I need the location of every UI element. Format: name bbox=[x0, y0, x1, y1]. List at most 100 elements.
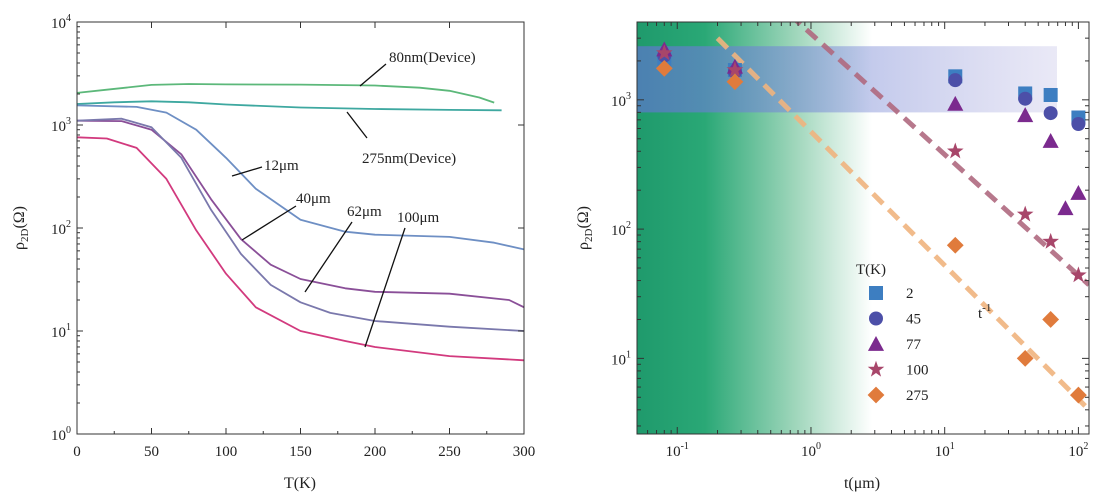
right-y-tick-label-base: 10 bbox=[611, 223, 626, 239]
annotation-62um: 62μm bbox=[347, 204, 382, 220]
annotation-leader-275nm bbox=[346, 111, 368, 139]
marker-diamond-T275 bbox=[946, 236, 964, 254]
marker-diamond-T275 bbox=[655, 60, 673, 77]
marker-star-T100 bbox=[656, 44, 673, 61]
series-line-40μm bbox=[77, 119, 524, 309]
annotation-leader-62um bbox=[304, 221, 353, 293]
legend-marker-circle bbox=[869, 311, 883, 326]
marker-star-T100 bbox=[1016, 205, 1034, 222]
series-line-12μm bbox=[77, 104, 524, 251]
guide-label: t-1 bbox=[978, 302, 991, 322]
left-annotations bbox=[231, 63, 406, 348]
left-y-tick-label-exp: 2 bbox=[66, 219, 71, 230]
right-y-tick-label: 101 bbox=[611, 349, 631, 368]
right-y-tick-label-base: 10 bbox=[611, 352, 626, 368]
marker-diamond-T275 bbox=[1016, 349, 1034, 367]
left-y-tick-label-base: 10 bbox=[51, 325, 66, 341]
right-legend: T(K) 2 45 77 100 275 bbox=[856, 262, 929, 404]
right-x-tick-label-exp: -1 bbox=[681, 441, 689, 452]
marker-triangle-T77 bbox=[1057, 200, 1074, 216]
series-line-62μm bbox=[77, 117, 524, 332]
right-x-tick-label: 100 bbox=[801, 441, 821, 460]
guide-line-1 bbox=[794, 22, 1089, 287]
left-series-group bbox=[77, 83, 524, 362]
marker-triangle-T77 bbox=[1042, 132, 1059, 148]
annotation-leader-12um bbox=[231, 166, 263, 177]
right-y-tick-label: 102 bbox=[611, 220, 631, 239]
annotation-40um: 40μm bbox=[296, 191, 331, 207]
left-y-tick-label-base: 10 bbox=[51, 119, 66, 135]
annotation-12um: 12μm bbox=[264, 158, 299, 174]
marker-circle-T45 bbox=[1018, 91, 1033, 106]
annotation-leader-80nm bbox=[359, 63, 387, 87]
left-y-tick-label: 103 bbox=[51, 116, 71, 135]
left-y-tick-label-base: 10 bbox=[51, 428, 66, 444]
series-line-100μm bbox=[77, 136, 524, 362]
left-y-tick-label-exp: 1 bbox=[66, 322, 71, 333]
left-y-tick-label-base: 10 bbox=[51, 222, 66, 238]
legend-marker-triangle bbox=[867, 335, 885, 351]
left-x-axis: 0 50 100 150 200 250 300 bbox=[73, 22, 535, 460]
legend-label-2: 2 bbox=[906, 286, 914, 302]
right-y-tick-label-exp: 1 bbox=[626, 349, 631, 360]
right-x-axis-title: t(μm) bbox=[844, 475, 880, 492]
series-line-275nm-device- bbox=[77, 100, 502, 112]
annotation-100um: 100μm bbox=[397, 210, 440, 226]
right-x-tick-label: 101 bbox=[935, 441, 955, 460]
right-x-tick-label-exp: 2 bbox=[1083, 441, 1088, 452]
marker-diamond-T275 bbox=[1070, 386, 1087, 404]
marker-triangle-T77 bbox=[947, 95, 964, 111]
guide-label-exp: -1 bbox=[982, 302, 991, 314]
legend-label-275: 275 bbox=[906, 388, 929, 404]
marker-circle-T45 bbox=[1043, 106, 1058, 121]
annotation-leader-100um bbox=[364, 227, 406, 348]
marker-circle-T45 bbox=[948, 73, 963, 88]
right-y-tick-label: 103 bbox=[611, 91, 631, 110]
series-line-80nm-device- bbox=[77, 83, 495, 104]
right-x-tick-label-exp: 1 bbox=[950, 441, 955, 452]
marker-circle-T45 bbox=[1071, 117, 1086, 132]
legend-label-77: 77 bbox=[906, 337, 922, 353]
marker-diamond-T275 bbox=[1042, 311, 1060, 328]
right-x-tick-label-base: 10 bbox=[1068, 444, 1083, 460]
marker-star-T100 bbox=[726, 61, 744, 78]
right-x-tick-label: 10-1 bbox=[666, 441, 689, 460]
marker-star-T100 bbox=[947, 142, 964, 159]
marker-triangle-T77 bbox=[1017, 107, 1034, 123]
right-x-tick-label-base: 10 bbox=[935, 444, 950, 460]
legend-marker-square bbox=[869, 286, 883, 300]
left-y-axis-title: ρ2D(Ω) bbox=[11, 206, 31, 250]
right-y-tick-label-exp: 2 bbox=[626, 220, 631, 231]
legend-label-100: 100 bbox=[906, 363, 929, 379]
right-shaded-band bbox=[637, 46, 1057, 113]
marker-square-T2 bbox=[1043, 87, 1058, 102]
legend-title: T(K) bbox=[856, 262, 886, 278]
left-x-tick-label: 300 bbox=[513, 444, 536, 460]
right-x-tick-label-exp: 0 bbox=[816, 441, 821, 452]
right-x-tick-label-base: 10 bbox=[666, 444, 681, 460]
guide-label-base: t bbox=[978, 306, 983, 322]
legend-label-45: 45 bbox=[906, 312, 921, 328]
left-y-tick-label: 100 bbox=[51, 425, 71, 444]
left-y-tick-label-exp: 0 bbox=[66, 425, 71, 436]
legend-marker-star bbox=[867, 360, 885, 377]
marker-star-T100 bbox=[1070, 266, 1087, 283]
left-y-tick-label: 102 bbox=[51, 219, 71, 238]
right-x-axis: 10-1 100 101 102 bbox=[647, 22, 1088, 460]
left-y-tick-label-exp: 4 bbox=[66, 13, 71, 24]
right-markers bbox=[655, 41, 1087, 404]
right-guide-lines bbox=[715, 22, 1089, 412]
right-x-tick-label-base: 10 bbox=[801, 444, 816, 460]
left-y-tick-label-exp: 3 bbox=[66, 116, 71, 127]
left-y-tick-label: 104 bbox=[51, 13, 71, 32]
left-x-axis-title: T(K) bbox=[284, 475, 316, 492]
left-x-tick-label: 100 bbox=[215, 444, 238, 460]
left-x-tick-label: 200 bbox=[364, 444, 387, 460]
marker-star-T100 bbox=[1042, 232, 1059, 249]
annotation-275nm: 275nm(Device) bbox=[362, 151, 456, 167]
